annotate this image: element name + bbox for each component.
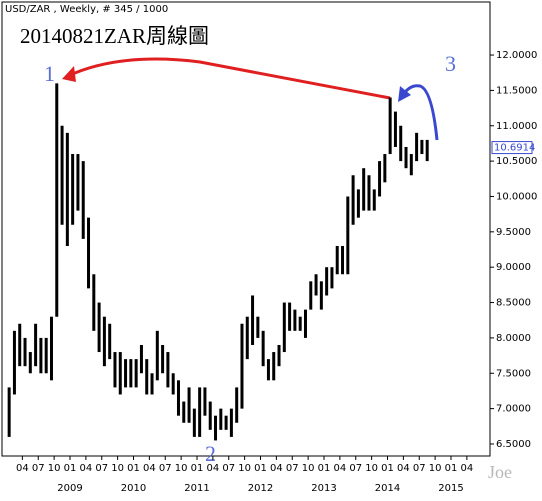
- y-tick-label: 12.0000: [496, 50, 537, 61]
- y-tick-label: 6.5000: [496, 439, 531, 450]
- year-label: 2015: [438, 483, 463, 494]
- x-tick-label: 10: [111, 463, 124, 474]
- x-tick-label: 07: [32, 463, 45, 474]
- y-tick-label: 9.5000: [496, 227, 531, 238]
- year-label: 2010: [121, 483, 146, 494]
- x-tick-label: 07: [349, 463, 362, 474]
- y-tick-label: 8.5000: [496, 298, 531, 309]
- x-tick-label: 04: [143, 463, 156, 474]
- x-tick-label: 01: [64, 463, 77, 474]
- year-label: 2012: [248, 483, 273, 494]
- x-tick-label: 10: [429, 463, 442, 474]
- y-tick-label: 10.5000: [496, 156, 537, 167]
- blue-arrowhead: [398, 86, 411, 102]
- x-tick-label: 07: [413, 463, 426, 474]
- x-tick-label: 10: [48, 463, 61, 474]
- y-tick-label: 9.0000: [496, 262, 531, 273]
- x-tick-label: 01: [445, 463, 458, 474]
- y-tick-label: 10.0000: [496, 191, 537, 202]
- chart-title: 20140821ZAR周線圖: [20, 24, 209, 48]
- red-arrowhead: [62, 66, 76, 82]
- x-tick-label: 01: [191, 463, 204, 474]
- y-tick-label: 11.5000: [496, 85, 537, 96]
- x-tick-label: 07: [159, 463, 172, 474]
- x-tick-label: 01: [254, 463, 267, 474]
- x-tick-label: 10: [365, 463, 378, 474]
- year-label: 2013: [311, 483, 336, 494]
- year-label: 2009: [57, 483, 82, 494]
- y-tick-label: 8.0000: [496, 333, 531, 344]
- year-label: 2014: [375, 483, 400, 494]
- x-tick-label: 04: [207, 463, 220, 474]
- x-tick-label: 10: [175, 463, 188, 474]
- x-tick-label: 04: [80, 463, 93, 474]
- x-tick-label: 04: [270, 463, 283, 474]
- x-tick-label: 07: [286, 463, 299, 474]
- year-label: 2011: [184, 483, 209, 494]
- blue-arrow: [400, 84, 439, 141]
- plot-frame: [1, 1, 491, 457]
- x-tick-label: 10: [238, 463, 251, 474]
- last-price-box: [491, 141, 533, 155]
- y-tick-label: 11.0000: [496, 121, 537, 132]
- y-tick-label: 7.5000: [496, 368, 531, 379]
- watermark: Joe: [488, 462, 512, 482]
- x-tick-label: 10: [302, 463, 315, 474]
- x-tick-label: 04: [461, 463, 474, 474]
- x-tick-label: 01: [318, 463, 331, 474]
- x-tick-label: 04: [397, 463, 410, 474]
- x-tick-label: 04: [334, 463, 347, 474]
- y-tick-label: 7.0000: [496, 404, 531, 415]
- annotation: 1: [44, 61, 55, 86]
- x-tick-label: 01: [127, 463, 140, 474]
- last-price-label: 10.6914: [494, 143, 535, 154]
- x-tick-label: 04: [16, 463, 29, 474]
- red-arrow: [67, 57, 391, 100]
- x-tick-label: 01: [381, 463, 394, 474]
- x-tick-label: 07: [222, 463, 235, 474]
- x-tick-label: 07: [95, 463, 108, 474]
- annotation: 2: [205, 441, 216, 466]
- annotation: 3: [445, 51, 456, 76]
- header: USD/ZAR , Weekly, # 345 / 1000: [5, 4, 168, 15]
